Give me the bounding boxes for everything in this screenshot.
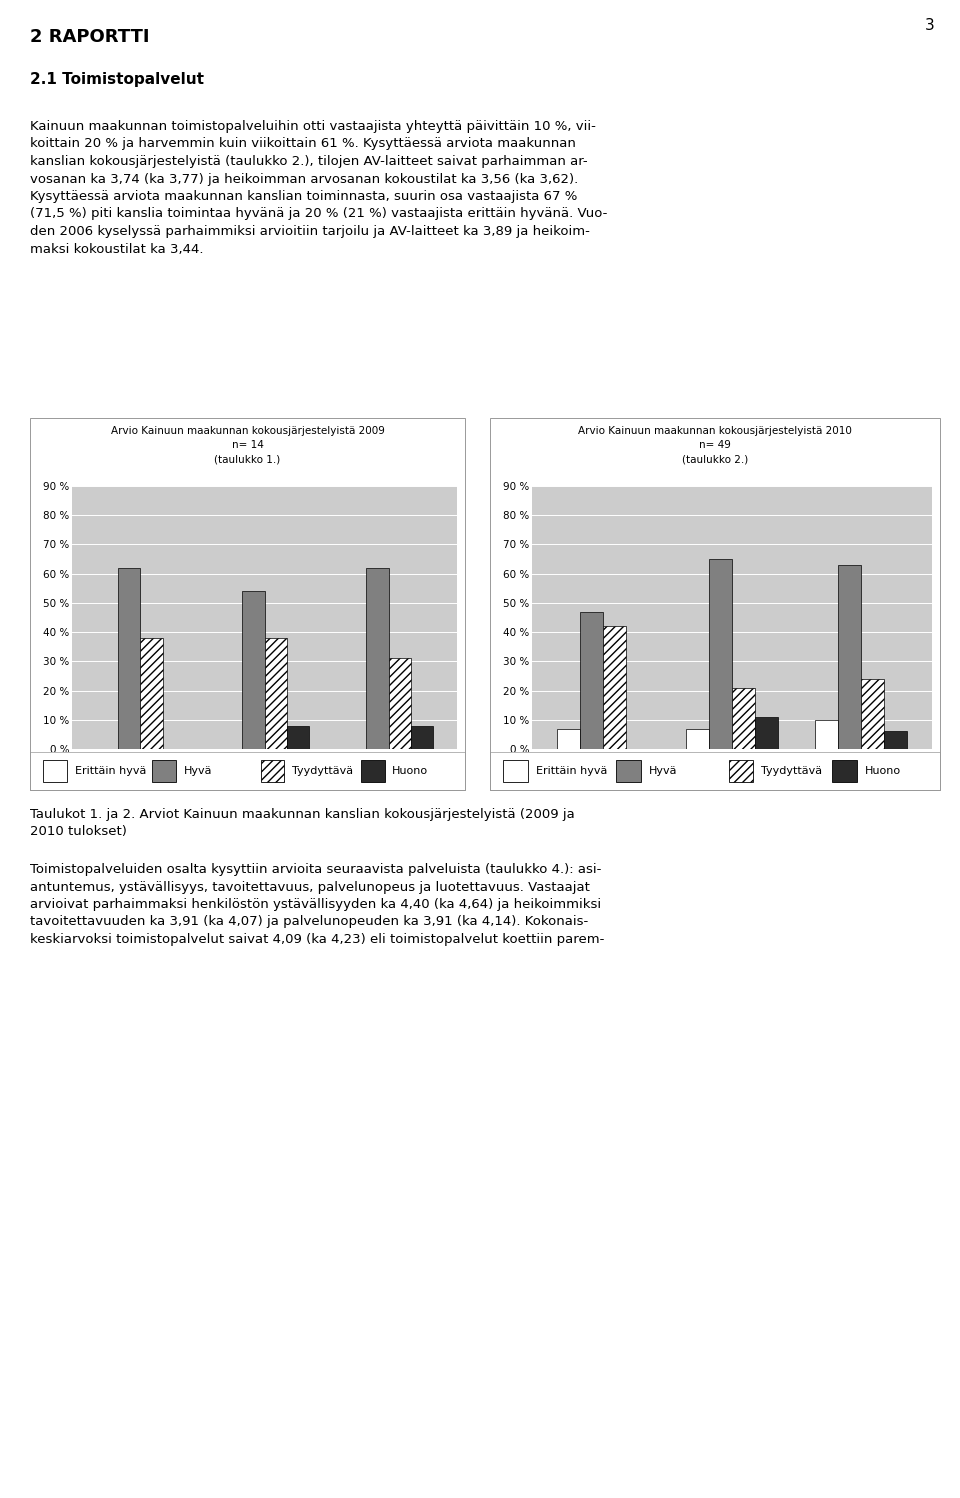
Text: vosanan ka 3,74 (ka 3,77) ja heikoimman arvosanan kokoustilat ka 3,56 (ka 3,62).: vosanan ka 3,74 (ka 3,77) ja heikoimman … bbox=[30, 172, 578, 186]
Text: 2 RAPORTTI: 2 RAPORTTI bbox=[30, 28, 150, 46]
Text: arvioivat parhaimmaksi henkilöstön ystävällisyyden ka 4,40 (ka 4,64) ja heikoimm: arvioivat parhaimmaksi henkilöstön ystäv… bbox=[30, 897, 601, 911]
Text: Tyydyttävä: Tyydyttävä bbox=[761, 765, 823, 776]
Bar bbox=[815, 719, 838, 749]
Bar bbox=[411, 725, 433, 749]
Text: den 2006 kyselyssä parhaimmiksi arvioitiin tarjoilu ja AV-laitteet ka 3,89 ja he: den 2006 kyselyssä parhaimmiksi arvioiti… bbox=[30, 225, 589, 238]
Bar bbox=[118, 568, 140, 749]
Text: kanslian kokousjärjestelyistä (taulukko 2.), tilojen AV-laitteet saivat parhaimm: kanslian kokousjärjestelyistä (taulukko … bbox=[30, 154, 588, 168]
Bar bbox=[367, 568, 389, 749]
Text: antuntemus, ystävällisyys, tavoitettavuus, palvelunopeus ja luotettavuus. Vastaa: antuntemus, ystävällisyys, tavoitettavuu… bbox=[30, 881, 589, 893]
Text: Erittäin hyvä: Erittäin hyvä bbox=[75, 765, 146, 776]
Bar bbox=[361, 759, 385, 782]
Text: (71,5 %) piti kanslia toimintaa hyvänä ja 20 % (21 %) vastaajista erittäin hyvän: (71,5 %) piti kanslia toimintaa hyvänä j… bbox=[30, 208, 608, 220]
Text: Arvio Kainuun maakunnan kokousjärjestelyistä 2009
n= 14
(taulukko 1.): Arvio Kainuun maakunnan kokousjärjestely… bbox=[110, 425, 384, 464]
Bar bbox=[708, 559, 732, 749]
Text: Kysyttäessä arviota maakunnan kanslian toiminnasta, suurin osa vastaajista 67 %: Kysyttäessä arviota maakunnan kanslian t… bbox=[30, 190, 577, 204]
Bar bbox=[580, 611, 603, 749]
Bar bbox=[732, 688, 756, 749]
Bar bbox=[265, 638, 287, 749]
Text: 2010 tulokset): 2010 tulokset) bbox=[30, 825, 127, 839]
Bar bbox=[756, 718, 779, 749]
Bar bbox=[389, 659, 411, 749]
Text: Huono: Huono bbox=[865, 765, 901, 776]
Text: Kainuun maakunnan toimistopalveluihin otti vastaajista yhteyttä päivittäin 10 %,: Kainuun maakunnan toimistopalveluihin ot… bbox=[30, 120, 596, 133]
Text: Taulukot 1. ja 2. Arviot Kainuun maakunnan kanslian kokousjärjestelyistä (2009 j: Taulukot 1. ja 2. Arviot Kainuun maakunn… bbox=[30, 807, 575, 821]
Text: 2.1 Toimistopalvelut: 2.1 Toimistopalvelut bbox=[30, 72, 204, 87]
Bar bbox=[503, 759, 528, 782]
Text: Arvio Kainuun maakunnan kokousjärjestelyistä 2010
n= 49
(taulukko 2.): Arvio Kainuun maakunnan kokousjärjestely… bbox=[578, 425, 852, 464]
Text: Hyvä: Hyvä bbox=[649, 765, 678, 776]
Bar bbox=[685, 728, 708, 749]
Bar bbox=[884, 731, 907, 749]
Bar bbox=[260, 759, 284, 782]
Text: keskiarvoksi toimistopalvelut saivat 4,09 (ka 4,23) eli toimistopalvelut koettii: keskiarvoksi toimistopalvelut saivat 4,0… bbox=[30, 933, 605, 947]
Text: tavoitettavuuden ka 3,91 (ka 4,07) ja palvelunopeuden ka 3,91 (ka 4,14). Kokonai: tavoitettavuuden ka 3,91 (ka 4,07) ja pa… bbox=[30, 915, 588, 929]
Bar bbox=[616, 759, 640, 782]
Bar bbox=[152, 759, 176, 782]
Bar bbox=[557, 728, 580, 749]
Bar bbox=[287, 725, 309, 749]
Text: Toimistopalveluiden osalta kysyttiin arvioita seuraavista palveluista (taulukko : Toimistopalveluiden osalta kysyttiin arv… bbox=[30, 863, 601, 876]
Text: koittain 20 % ja harvemmin kuin viikoittain 61 %. Kysyttäessä arviota maakunnan: koittain 20 % ja harvemmin kuin viikoitt… bbox=[30, 138, 576, 150]
Text: Erittäin hyvä: Erittäin hyvä bbox=[537, 765, 608, 776]
Text: maksi kokoustilat ka 3,44.: maksi kokoustilat ka 3,44. bbox=[30, 243, 204, 256]
Bar bbox=[832, 759, 856, 782]
Text: Hyvä: Hyvä bbox=[183, 765, 212, 776]
Bar bbox=[861, 679, 884, 749]
Bar bbox=[838, 565, 861, 749]
Bar bbox=[242, 592, 265, 749]
Bar bbox=[729, 759, 754, 782]
Text: 3: 3 bbox=[925, 18, 935, 33]
Bar bbox=[43, 759, 67, 782]
Text: Huono: Huono bbox=[393, 765, 428, 776]
Text: Tyydyttävä: Tyydyttävä bbox=[292, 765, 353, 776]
Bar bbox=[603, 626, 626, 749]
Bar bbox=[140, 638, 162, 749]
